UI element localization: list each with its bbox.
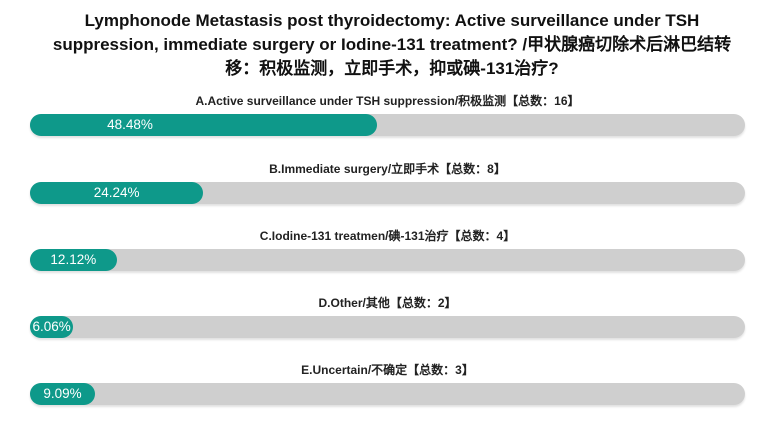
bar-track: 6.06%: [30, 316, 745, 338]
bar-value-label: 9.09%: [43, 386, 82, 401]
bar-value-label: 12.12%: [50, 252, 97, 267]
bar-item: B.Immediate surgery/立即手术【总数：8】 24.24%: [30, 162, 745, 204]
chart-title: Lymphonode Metastasis post thyroidectomy…: [52, 11, 732, 78]
bar-track: 48.48%: [30, 114, 745, 136]
bar-label: E.Uncertain/不确定【总数：3】: [301, 363, 474, 377]
bar-item: D.Other/其他【总数：2】 6.06%: [30, 296, 745, 338]
bar-label: B.Immediate surgery/立即手术【总数：8】: [269, 162, 506, 176]
bar-fill: [30, 383, 95, 405]
bar-fill: [30, 249, 117, 271]
bar-item: A.Active surveillance under TSH suppress…: [30, 94, 745, 136]
bar-label: D.Other/其他【总数：2】: [318, 296, 457, 310]
bar-item: E.Uncertain/不确定【总数：3】 9.09%: [30, 363, 745, 405]
bar-item: C.Iodine-131 treatmen/碘-131治疗【总数：4】 12.12…: [30, 229, 745, 271]
bar-fill: [30, 182, 204, 204]
bar-fill: [30, 114, 377, 136]
bar-value-label: 6.06%: [32, 319, 71, 334]
bar-value-label: 48.48%: [107, 117, 153, 132]
bar-track: 9.09%: [30, 383, 745, 405]
bar-label: A.Active surveillance under TSH suppress…: [195, 94, 580, 108]
bar-track: 12.12%: [30, 249, 745, 271]
bar-fill: [30, 316, 74, 338]
bar-label: C.Iodine-131 treatmen/碘-131治疗【总数：4】: [259, 229, 516, 243]
bar-track: 24.24%: [30, 182, 745, 204]
bar-value-label: 24.24%: [93, 185, 140, 200]
